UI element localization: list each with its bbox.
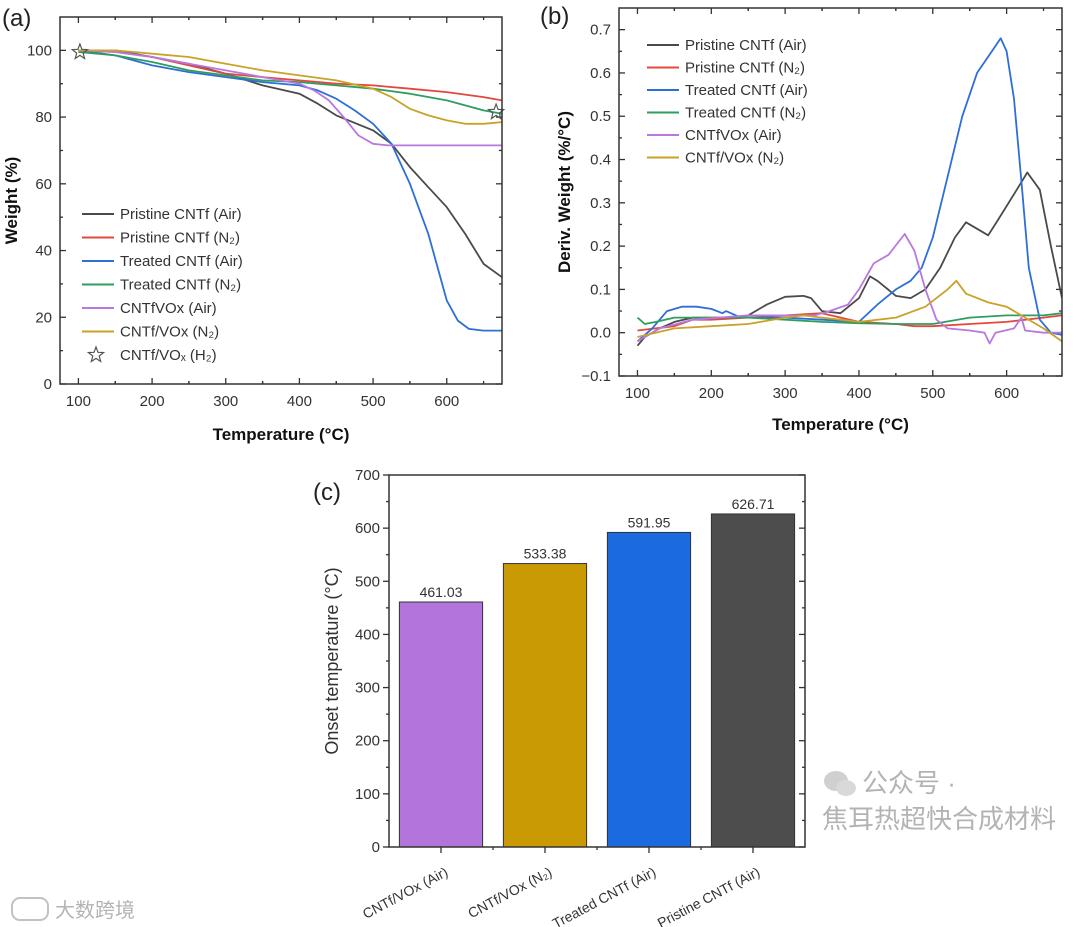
ticks [60,17,502,385]
series-line [637,279,1062,343]
legend-label: CNTfVOx (Air) [120,300,217,317]
y-tick-label: 0 [372,839,380,856]
corner-logo-icon [11,897,49,921]
series-line [78,49,502,102]
plot-frame [618,7,1063,377]
x-tick-label: 300 [213,393,238,410]
legend-label: Treated CNTf (N₂) [120,277,241,294]
y-tick-label: 200 [355,733,380,750]
chart-panel-c: (c) 0 100 200 300 400 500 600 700 461.03 CNTf/VOx … [313,467,806,927]
y-tick-label: 40 [35,243,52,260]
y-axis-title: Deriv. Weight (%/°C) [555,111,574,273]
legend-label: CNTf/VOx (N₂) [685,150,784,167]
y-tick-label: 0.2 [590,238,611,255]
y-tick-label: 500 [355,573,380,590]
bar [398,601,484,848]
y-tick-label: 0.7 [590,22,611,39]
x-category-label: CNTf/VOx (N₂) [465,864,554,922]
legend-label: CNTf/VOₓ (H₂) [120,347,217,364]
y-tick-label: 0.1 [590,281,611,298]
bar-value-label: 533.38 [524,546,567,562]
x-tick-label: 200 [699,385,724,402]
y-tick-label: 0 [44,376,52,393]
watermark-text: 公众号 · 焦耳热超快合成材料 [822,768,1056,834]
panel-label: (a) [2,5,31,32]
legend-label: Pristine CNTf (Air) [685,37,807,54]
watermark-line: 焦耳热超快合成材料 [822,804,1056,834]
x-tick-label: 100 [625,385,650,402]
series-line [78,49,502,125]
legend-label: CNTf/VOx (N₂) [120,324,219,341]
x-tick-label: 100 [66,393,91,410]
x-tick-label: 400 [287,393,312,410]
series-line [78,51,502,115]
chart-panel-b: (b) 100 200 300 400 500 600 −0.1 0.0 0.1 0.2 0.3 0.4… [540,3,1063,434]
bar [710,513,796,848]
y-tick-label: 0.3 [590,195,611,212]
x-tick-label: 600 [994,385,1019,402]
series-group [78,49,502,332]
x-category-label: Treated CNTf (Air) [550,864,659,927]
series-line [636,37,1062,343]
series-line [636,312,1062,325]
y-axis-title: Onset temperature (°C) [322,567,342,754]
wechat-logo-icon [824,771,856,796]
bar [606,531,692,848]
x-tick-label: 500 [361,393,386,410]
x-tick-label: 300 [773,385,798,402]
x-axis-title: Temperature (°C) [772,415,909,434]
series-line [78,49,502,147]
bar [502,563,588,848]
y-tick-label: 80 [35,109,52,126]
legend-label: Pristine CNTf (Air) [120,206,242,223]
legend-label: Pristine CNTf (N₂) [120,230,240,247]
x-tick-label: 600 [434,393,459,410]
y-tick-label: 100 [27,42,52,59]
legend-star-icon [86,345,106,363]
y-tick-label: 60 [35,176,52,193]
y-tick-label: 0.4 [590,152,611,169]
x-tick-label: 200 [140,393,165,410]
legend-label: Treated CNTf (N₂) [685,105,806,122]
panel-label: (c) [313,479,341,506]
series-line [78,49,502,332]
plot-frame [388,474,806,848]
star-marker [70,42,90,60]
legend-label: CNTfVOx (Air) [685,127,782,144]
bar-value-label: 461.03 [420,584,463,600]
x-axis-title: Temperature (°C) [213,425,350,444]
y-tick-label: 100 [355,786,380,803]
chart-panel-a: (a) 100 200 300 400 500 600 0 20 40 60 80 100 Pristin… [2,5,506,444]
y-tick-label: 0.5 [590,108,611,125]
y-tick-label: 600 [355,520,380,537]
y-tick-label: −0.1 [581,368,611,385]
x-tick-label: 400 [846,385,871,402]
x-category-label: Pristine CNTf (Air) [655,864,763,927]
legend-label: Pristine CNTf (N₂) [685,60,805,77]
series-line [637,233,1062,345]
y-tick-label: 300 [355,680,380,697]
y-tick-label: 400 [355,626,380,643]
plot-frame [59,16,503,385]
panel-label: (b) [540,3,569,30]
legend-label: Treated CNTf (Air) [120,253,243,270]
bar-value-label: 626.71 [732,496,775,512]
x-tick-label: 500 [920,385,945,402]
corner-watermark: 大数跨境 [55,899,135,922]
y-tick-label: 0.6 [590,65,611,82]
y-tick-label: 0.0 [590,325,611,342]
legend-label: Treated CNTf (Air) [685,82,808,99]
y-tick-label: 20 [35,309,52,326]
x-category-label: CNTf/VOx (Air) [360,864,451,922]
y-tick-label: 700 [355,467,380,484]
series-group [636,37,1062,347]
y-axis-title: Weight (%) [2,157,21,245]
bar-value-label: 591.95 [628,514,671,530]
watermark-line: 公众号 · [862,768,956,798]
